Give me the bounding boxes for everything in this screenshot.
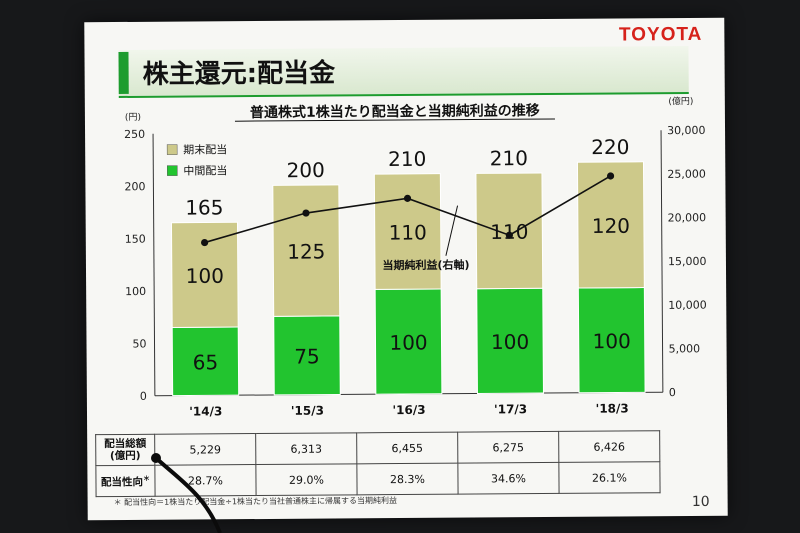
bar-year-end xyxy=(475,172,544,290)
y-right-tick-label: 15,000 xyxy=(668,255,707,268)
bar-year-end-value: 100 xyxy=(186,264,224,288)
y-left-tick-label: 250 xyxy=(124,128,145,141)
bar-year-end xyxy=(373,173,442,290)
line-annotation: 当期純利益(右軸) xyxy=(382,205,470,273)
y-right-tick-label: 10,000 xyxy=(668,299,707,312)
x-tick-label: '15/3 xyxy=(291,404,324,418)
bars: 65 100 165 '14/3 75 125 200 '15/3 100 110 210 '16/3… xyxy=(170,135,646,419)
bar-year-end-value: 120 xyxy=(592,214,630,238)
x-tick-label: '18/3 xyxy=(596,401,629,415)
bar-year-end-value: 125 xyxy=(287,239,325,263)
net-income-point xyxy=(606,172,615,180)
dividend-chart: 普通株式1株当たり配当金と当期純利益の推移 (円) (億円) 0 50 100 150… xyxy=(124,95,707,419)
bar-total-label: 165 xyxy=(185,195,223,219)
page-number: 10 xyxy=(691,493,710,511)
axes: 0 50 100 150 200 250 0 5,000 10,000 15,000 20,000 2… xyxy=(124,124,707,403)
table-cell: 6,455 xyxy=(356,432,458,464)
row-header-payout-mark: ＊ xyxy=(142,475,150,484)
bar-total-label: 200 xyxy=(287,158,325,182)
table-cell: 6,275 xyxy=(457,431,559,464)
row-header-totals: 配当総額 (億円) xyxy=(95,434,155,466)
row-header-totals-a: 配当総額 xyxy=(104,437,147,451)
table-cell: 29.0% xyxy=(255,463,358,496)
chart-title-underline xyxy=(234,118,555,122)
y-left-tick-label: 200 xyxy=(124,180,145,193)
legend-label-year-end: 期末配当 xyxy=(183,142,227,156)
line-annotation-label: 当期純利益(右軸) xyxy=(382,258,469,273)
bar-total-label: 210 xyxy=(388,147,426,171)
legend-swatch-interim xyxy=(167,165,178,176)
bar-interim-value: 100 xyxy=(389,330,427,354)
row-header-payout: 配当性向＊ xyxy=(95,465,156,497)
y-right-tick-label: 5,000 xyxy=(669,342,701,355)
y-right-tick-label: 30,000 xyxy=(667,124,706,137)
slide: TOYOTA 株主還元:配当金 普通株式1株当たり配当金と当期純利益の推移 (円… xyxy=(84,17,728,521)
table-cell: 26.1% xyxy=(558,461,661,494)
net-income-point xyxy=(302,209,310,217)
microphone-stand xyxy=(151,453,222,533)
row-header-payout-label: 配当性向 xyxy=(100,476,144,489)
x-tick-label: '17/3 xyxy=(494,402,527,416)
table-cell: 28.3% xyxy=(356,463,459,495)
y-left-tick-label: 0 xyxy=(140,390,147,403)
bar-year-end xyxy=(170,221,239,329)
x-tick-label: '16/3 xyxy=(392,403,425,417)
microphone-head xyxy=(151,453,161,463)
table-cell: 6,313 xyxy=(255,432,357,465)
row-header-totals-b: (億円) xyxy=(109,449,141,463)
microphone-cable xyxy=(154,456,222,533)
y-right-tick-label: 0 xyxy=(669,386,676,399)
table-cell: 34.6% xyxy=(457,462,560,495)
net-income-point xyxy=(201,238,209,247)
line-annotation-leader xyxy=(445,205,459,256)
net-income-point xyxy=(505,231,513,239)
y-right-tick-label: 25,000 xyxy=(667,168,706,181)
bar-interim-value: 65 xyxy=(193,350,219,374)
y-right-tick-label: 20,000 xyxy=(668,211,707,224)
legend: 期末配当 中間配当 xyxy=(166,142,227,178)
net-income-point xyxy=(403,194,412,202)
y-left-tick-label: 150 xyxy=(125,233,146,246)
y-axis-left xyxy=(152,133,156,396)
chart-title: 普通株式1株当たり配当金と当期純利益の推移 xyxy=(250,102,540,121)
x-tick-label: '14/3 xyxy=(189,404,222,418)
legend-label-interim: 中間配当 xyxy=(183,163,227,177)
bar-year-end xyxy=(576,161,645,289)
y-right-unit: (億円) xyxy=(668,95,693,107)
bar-interim-value: 75 xyxy=(294,344,320,368)
bar-total-label: 220 xyxy=(591,135,629,159)
table-cell: 6,426 xyxy=(558,430,660,463)
bar-year-end-value: 110 xyxy=(389,220,427,244)
y-axis-right xyxy=(660,130,664,393)
y-left-tick-label: 100 xyxy=(125,285,146,298)
y-left-tick-label: 50 xyxy=(132,337,146,350)
bar-total-label: 210 xyxy=(490,146,528,170)
y-left-unit: (円) xyxy=(125,112,141,123)
bar-interim-value: 100 xyxy=(491,330,529,354)
legend-swatch-year-end xyxy=(166,144,178,155)
net-income-line xyxy=(201,172,615,247)
bar-interim-value: 100 xyxy=(593,329,631,353)
